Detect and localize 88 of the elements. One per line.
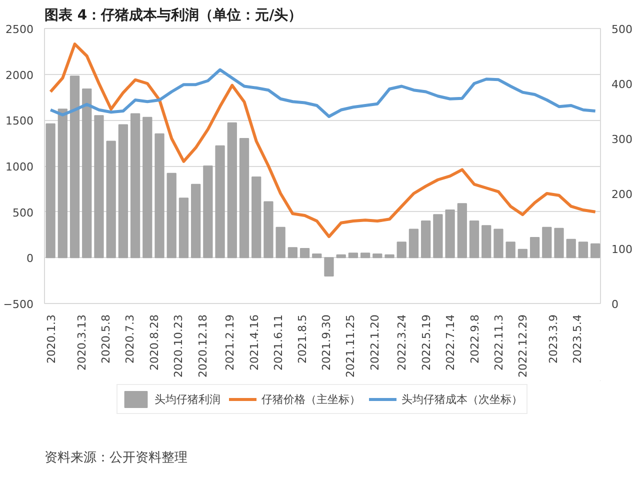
y2-tick-label: 200 <box>612 188 632 201</box>
x-tick-label: 2021.2.19 <box>224 314 237 370</box>
bar <box>276 226 286 258</box>
x-tick-label: 2020.12.18 <box>196 314 210 378</box>
y-tick-label: 2000 <box>6 68 34 82</box>
x-tick-label: 2021.6.11 <box>272 314 286 370</box>
x-tick-label: 2020.3.13 <box>75 314 88 370</box>
bar <box>252 176 262 258</box>
bar <box>94 115 104 258</box>
bar <box>518 248 528 258</box>
bar <box>590 243 600 258</box>
bar <box>46 123 56 258</box>
y-tick-label: 2500 <box>6 23 34 36</box>
y-tick-label: 0 <box>26 252 34 266</box>
y2-tick-label: 500 <box>612 23 632 36</box>
bar <box>421 220 431 258</box>
bar <box>469 220 480 258</box>
bar <box>530 237 540 258</box>
bar <box>288 247 298 258</box>
y-tick-label: 500 <box>12 206 34 220</box>
bar <box>396 242 406 258</box>
bar <box>433 214 443 258</box>
text: 资料来源：公开资料整理 <box>44 450 188 466</box>
bar <box>566 238 576 258</box>
bar <box>312 254 322 258</box>
line-series <box>49 42 597 238</box>
bar <box>372 254 382 258</box>
bar <box>336 254 346 258</box>
bar <box>324 257 334 276</box>
bar <box>360 252 370 258</box>
bar <box>408 228 419 258</box>
bar <box>482 225 492 258</box>
bar <box>166 172 176 258</box>
x-tick-label: 2020.10.23 <box>172 314 186 378</box>
bar <box>58 108 68 258</box>
bar <box>494 228 504 258</box>
bar <box>227 122 237 258</box>
bar <box>130 113 140 258</box>
bar <box>542 226 552 258</box>
x-tick-label: 2021.9.30 <box>320 314 334 370</box>
x-tick-label: 2021.11.25 <box>344 314 358 378</box>
legend-label: 头均仔猪利润 <box>154 392 220 406</box>
x-tick-label: 2020.1.3 <box>45 314 58 364</box>
bar <box>203 166 213 258</box>
bar <box>300 248 310 258</box>
x-tick-label: 2022.11.3 <box>492 314 506 370</box>
y2-tick-label: 300 <box>612 133 632 146</box>
x-tick-label: 2020.5.8 <box>100 314 113 364</box>
y2-tick-label: 100 <box>612 243 632 256</box>
chart-title: 图表 4：仔猪成本与利润（单位：元/头） <box>44 6 302 24</box>
x-tick-label: 2020.7.3 <box>124 314 137 364</box>
bar <box>445 210 455 258</box>
bar <box>142 116 152 258</box>
x-tick-label: 2022.7.14 <box>444 314 458 370</box>
bar <box>154 133 164 258</box>
bar <box>384 254 394 258</box>
bar <box>82 88 92 258</box>
y2-tick-label: 0 <box>612 298 618 311</box>
bar <box>554 228 564 258</box>
bar <box>264 201 274 258</box>
y-tick-label: 1000 <box>6 160 34 174</box>
x-tick-label: 2022.9.8 <box>468 314 482 364</box>
bar <box>178 198 189 258</box>
legend-label: 仔猪价格（主坐标） <box>262 392 360 406</box>
y2-tick-label: 400 <box>612 78 632 91</box>
x-tick-label: 2020.8.28 <box>148 314 161 370</box>
bar <box>239 138 250 258</box>
bar <box>506 242 516 258</box>
bar <box>106 140 116 258</box>
x-tick-label: 2022.12.29 <box>516 314 530 378</box>
bar <box>578 242 588 258</box>
legend-label: 头均仔猪成本（次坐标） <box>402 392 522 406</box>
x-tick-label: 2022.1.20 <box>368 314 382 370</box>
x-tick-label: 2022.3.24 <box>396 314 409 370</box>
bar <box>191 184 201 258</box>
x-tick-label: 2023.3.9 <box>547 314 560 364</box>
bar <box>348 252 358 258</box>
y-tick-label: −500 <box>3 298 34 311</box>
bar <box>457 203 467 258</box>
bar <box>118 124 128 258</box>
x-tick-label: 2023.5.4 <box>571 314 584 364</box>
y-tick-label: 1500 <box>6 114 34 128</box>
x-tick-label: 2022.5.19 <box>420 314 433 370</box>
bar <box>215 145 225 258</box>
bar <box>70 76 80 258</box>
x-tick-label: 2021.8.5 <box>296 314 309 364</box>
x-tick-label: 2021.4.16 <box>248 314 261 370</box>
line-series <box>49 68 597 118</box>
